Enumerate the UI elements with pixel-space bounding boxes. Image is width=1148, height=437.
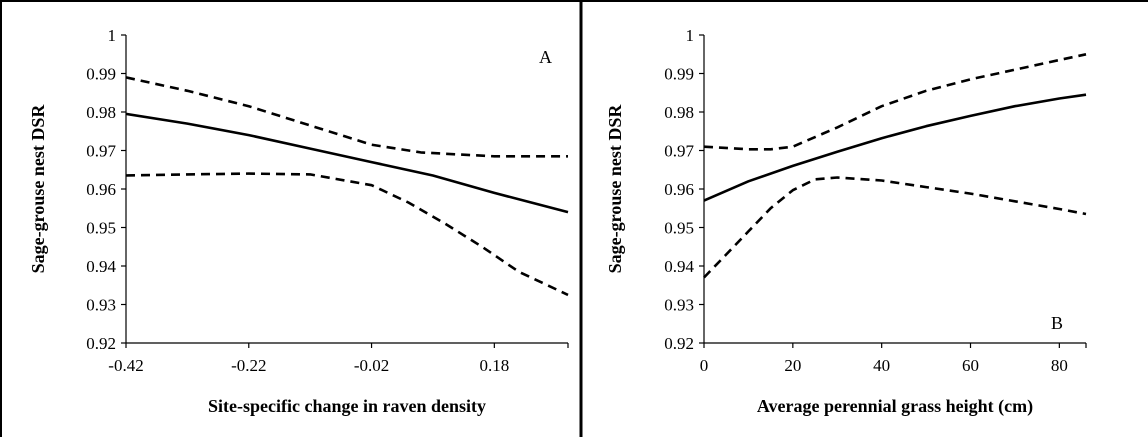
x-tick-label: 40 bbox=[873, 356, 890, 375]
y-tick-label: 1 bbox=[686, 26, 695, 45]
x-tick-label: -0.22 bbox=[231, 356, 266, 375]
y-tick-label: 0.93 bbox=[664, 296, 694, 315]
y-tick-label: 0.94 bbox=[86, 257, 116, 276]
series-line-lower-ci bbox=[125, 172, 569, 297]
panel-label: B bbox=[1051, 313, 1063, 333]
series-line-upper-ci bbox=[125, 76, 568, 158]
y-tick-label: 0.95 bbox=[86, 219, 116, 238]
y-tick-label: 0.94 bbox=[664, 257, 694, 276]
y-tick-label: 0.97 bbox=[664, 142, 694, 161]
y-tick-label: 0.92 bbox=[86, 334, 116, 353]
x-axis-title: Average perennial grass height (cm) bbox=[757, 396, 1033, 417]
x-tick-label: 80 bbox=[1051, 356, 1068, 375]
series-line-upper-ci bbox=[703, 53, 1087, 151]
x-tick-label: 20 bbox=[784, 356, 801, 375]
x-tick-label: 0 bbox=[700, 356, 709, 375]
x-tick-label: 0.18 bbox=[479, 356, 509, 375]
panel-label: A bbox=[539, 47, 552, 67]
y-tick-label: 0.99 bbox=[664, 65, 694, 84]
series-line-lower-ci bbox=[703, 176, 1087, 279]
y-tick-label: 0.98 bbox=[664, 103, 694, 122]
panel-b: 0.92 0.93 0.94 0.95 0.96 0.97 0.98 0.99 1 0 20 40 60… bbox=[605, 26, 1087, 417]
panel-a: 0.92 0.93 0.94 0.95 0.96 0.97 0.98 0.99 1 -0.42 -0… bbox=[28, 26, 569, 416]
y-tick-label: 0.98 bbox=[86, 103, 116, 122]
x-axis-title: Site-specific change in raven density bbox=[208, 396, 486, 416]
y-tick-label: 0.95 bbox=[664, 219, 694, 238]
y-axis-title: Sage-grouse nest DSR bbox=[28, 104, 48, 274]
y-tick-label: 0.92 bbox=[664, 334, 694, 353]
x-tick-label: 60 bbox=[962, 356, 979, 375]
y-tick-label: 0.93 bbox=[86, 296, 116, 315]
y-axis-title: Sage-grouse nest DSR bbox=[605, 104, 625, 274]
y-tick-label: 0.96 bbox=[86, 180, 116, 199]
y-tick-label: 1 bbox=[108, 26, 117, 45]
y-tick-label: 0.97 bbox=[86, 142, 116, 161]
series-line-estimate bbox=[703, 93, 1087, 202]
x-tick-label: -0.42 bbox=[108, 356, 143, 375]
y-tick-label: 0.99 bbox=[86, 65, 116, 84]
x-tick-label: -0.02 bbox=[354, 356, 389, 375]
y-tick-label: 0.96 bbox=[664, 180, 694, 199]
series-line-estimate bbox=[125, 112, 569, 214]
